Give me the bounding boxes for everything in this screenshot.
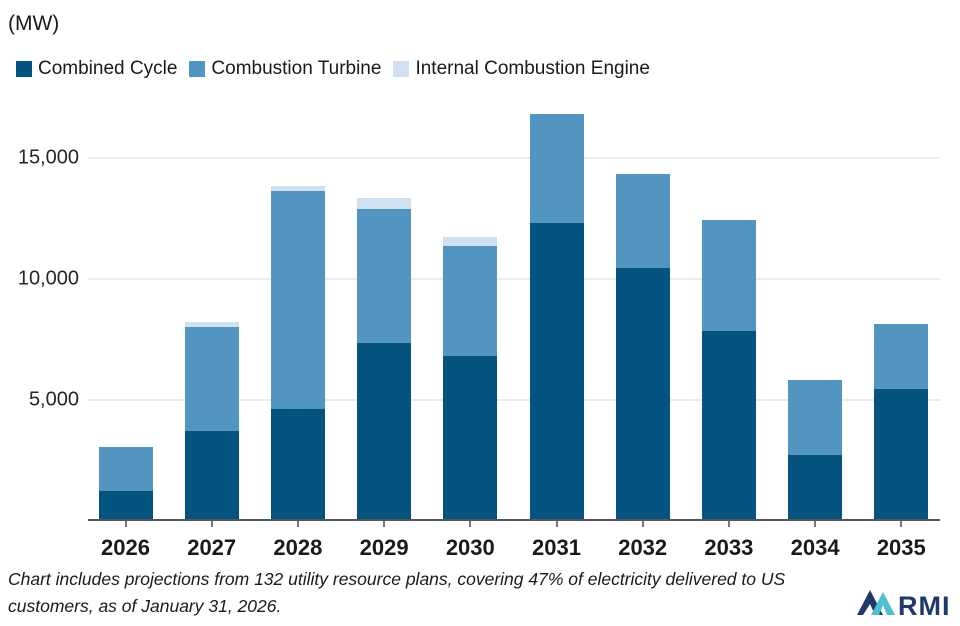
x-tick-2029	[383, 521, 386, 527]
legend-label-internal-combustion-engine: Internal Combustion Engine	[415, 58, 650, 79]
rmi-logo-text: RMI	[898, 591, 951, 621]
legend-swatch-combustion-turbine	[189, 61, 206, 77]
y-tick-label-5000: 5,000	[28, 388, 79, 411]
x-tick-2028	[296, 521, 299, 527]
x-tick-2032	[641, 521, 644, 527]
y-tick-label-15000: 15,000	[17, 146, 79, 169]
x-axis-label-2027: 2027	[187, 535, 237, 560]
bar-segment-combined-cycle-2029	[357, 343, 412, 520]
bar-segment-combined-cycle-2035	[874, 389, 929, 520]
legend-label-combustion-turbine: Combustion Turbine	[211, 58, 382, 79]
legend-item-combined-cycle: Combined Cycle	[16, 58, 177, 80]
y-tick-label-10000: 10,000	[17, 267, 79, 290]
bar-segment-combustion-turbine-2034	[788, 379, 843, 455]
bar-2032	[615, 174, 670, 520]
bar-2027	[184, 321, 239, 520]
bar-segment-combined-cycle-2033	[701, 331, 756, 520]
bar-segment-combined-cycle-2026	[98, 490, 153, 520]
bar-segment-combustion-turbine-2031	[529, 113, 584, 223]
bar-segment-combustion-turbine-2035	[874, 324, 929, 390]
bar-2035	[874, 324, 929, 520]
x-axis-label-2033: 2033	[704, 535, 754, 560]
bar-2026	[98, 447, 153, 520]
bar-segment-combined-cycle-2034	[788, 454, 843, 520]
bar-segment-combustion-turbine-2027	[184, 326, 239, 431]
legend-item-internal-combustion-engine: Internal Combustion Engine	[393, 58, 650, 80]
bar-segment-internal-combustion-engine-2027	[184, 321, 239, 327]
bar-2033	[701, 220, 756, 520]
bar-segment-combined-cycle-2027	[184, 430, 239, 520]
bar-segment-combustion-turbine-2028	[270, 191, 325, 409]
x-tick-2027	[210, 521, 213, 527]
bar-segment-combustion-turbine-2030	[443, 245, 498, 356]
x-axis-line	[88, 519, 940, 521]
bar-2034	[788, 379, 843, 520]
bar-2029	[357, 198, 412, 520]
bar-segment-internal-combustion-engine-2030	[443, 237, 498, 246]
footnote-text: Chart includes projections from 132 util…	[8, 569, 786, 617]
legend-swatch-internal-combustion-engine	[393, 61, 410, 77]
x-tick-2033	[727, 521, 730, 527]
x-tick-2030	[469, 521, 472, 527]
gridline-5000	[88, 399, 940, 402]
legend-label-combined-cycle: Combined Cycle	[38, 58, 178, 79]
bar-segment-internal-combustion-engine-2028	[270, 186, 325, 192]
x-axis-label-2034: 2034	[790, 535, 840, 560]
x-tick-2034	[814, 521, 817, 527]
x-tick-2031	[555, 521, 558, 527]
bar-2031	[529, 113, 584, 520]
legend-item-combustion-turbine: Combustion Turbine	[189, 58, 381, 80]
y-axis-unit-label: (MW)	[8, 12, 60, 35]
x-tick-2035	[900, 521, 903, 527]
x-axis-label-2035: 2035	[876, 535, 926, 560]
rmi-logo-peak-right-icon	[871, 592, 895, 615]
bar-segment-combustion-turbine-2026	[98, 447, 153, 491]
gridline-15000	[88, 157, 940, 160]
x-axis-label-2028: 2028	[273, 535, 323, 560]
bar-segment-combined-cycle-2031	[529, 222, 584, 520]
gridline-10000	[88, 278, 940, 281]
bar-segment-combined-cycle-2032	[615, 268, 670, 520]
x-axis-label-2031: 2031	[532, 535, 581, 560]
bar-2030	[443, 237, 498, 520]
bar-segment-combustion-turbine-2033	[701, 220, 756, 332]
x-axis-label-2026: 2026	[101, 535, 150, 560]
legend: Combined Cycle Combustion Turbine Intern…	[16, 58, 650, 80]
bar-2028	[270, 186, 325, 520]
rmi-logo: RMI	[857, 590, 951, 621]
x-axis-label-2032: 2032	[618, 535, 668, 560]
bar-segment-internal-combustion-engine-2029	[357, 198, 412, 210]
x-tick-2026	[124, 521, 127, 527]
bar-segment-combustion-turbine-2029	[357, 209, 412, 344]
bar-segment-combined-cycle-2028	[270, 408, 325, 520]
bar-segment-combined-cycle-2030	[443, 355, 498, 520]
legend-swatch-combined-cycle	[16, 61, 32, 77]
bar-segment-combustion-turbine-2032	[615, 174, 670, 269]
x-axis-label-2030: 2030	[445, 535, 495, 560]
x-axis-label-2029: 2029	[359, 535, 409, 560]
